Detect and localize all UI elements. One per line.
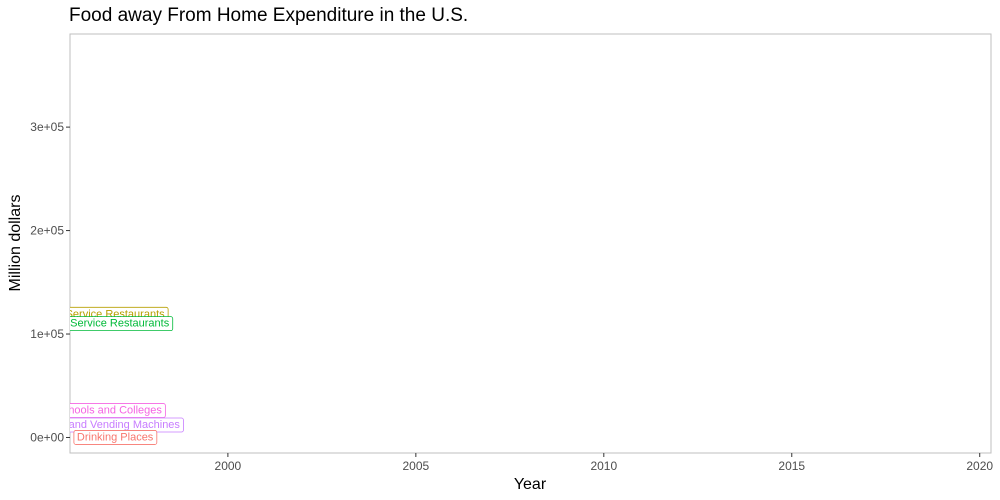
series-label-text: hools and Colleges [68, 405, 162, 417]
y-tick-label: 2e+05 [30, 224, 64, 238]
series-label-box [70, 316, 174, 332]
x-axis: 2000 2005 2010 2015 2020 [215, 453, 993, 473]
x-tick-label: 2015 [778, 459, 805, 473]
plot-panel [69, 33, 992, 454]
y-tick-label: 3e+05 [30, 120, 64, 134]
y-tick-label: 0e+00 [30, 430, 64, 444]
x-axis-title: Year [514, 476, 547, 493]
chart-title: Food away From Home Expenditure in the U… [69, 5, 469, 26]
y-axis: 0e+00 1e+05 2e+05 3e+05 [30, 120, 70, 444]
series-label: d Service Restaurants [61, 316, 174, 332]
series-label-text: res and Vending Machines [50, 419, 180, 431]
x-tick-label: 2020 [966, 459, 993, 473]
y-axis-title: Million dollars [7, 195, 24, 292]
series-label-text: Drinking Places [77, 431, 154, 443]
x-tick-label: 2010 [590, 459, 617, 473]
series-label: res and Vending Machines [50, 417, 184, 433]
x-tick-label: 2000 [215, 459, 242, 473]
series-label-box [73, 430, 158, 445]
series-label: hools and Colleges [68, 403, 166, 418]
y-tick-label: 1e+05 [30, 327, 64, 341]
x-tick-label: 2005 [402, 459, 429, 473]
series-label: Drinking Places [73, 430, 158, 445]
series-label-text: d Service Restaurants [61, 318, 170, 330]
series-label-box [70, 403, 166, 418]
